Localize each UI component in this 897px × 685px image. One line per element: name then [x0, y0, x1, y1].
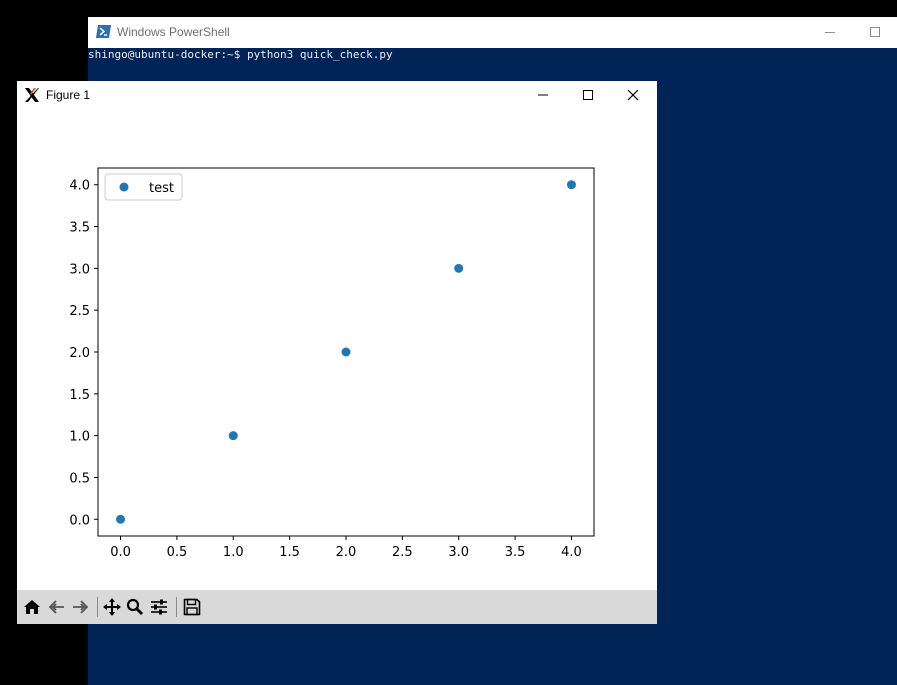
- back-icon: [48, 600, 64, 614]
- powershell-console[interactable]: shingo@ubuntu-docker:~$ python3 quick_ch…: [88, 48, 897, 62]
- x-tick-label: 4.0: [561, 545, 582, 560]
- forward-icon: [73, 600, 89, 614]
- powershell-titlebar[interactable]: Windows PowerShell: [88, 17, 897, 48]
- configure-subplots-icon: [151, 599, 167, 615]
- maximize-icon: [870, 27, 880, 37]
- minimize-button[interactable]: [808, 17, 852, 48]
- data-point: [228, 431, 238, 441]
- x-logo-icon: [24, 87, 40, 106]
- close-button[interactable]: [611, 81, 655, 109]
- data-point: [341, 347, 351, 357]
- data-point: [454, 263, 464, 273]
- forward-button[interactable]: [71, 598, 91, 618]
- powershell-title: Windows PowerShell: [117, 25, 230, 39]
- data-point: [116, 514, 126, 524]
- y-tick-label: 1.0: [69, 430, 90, 445]
- x-tick-label: 3.5: [505, 545, 526, 560]
- y-tick-label: 0.5: [69, 471, 90, 486]
- y-tick-label: 1.5: [69, 388, 90, 403]
- configure-subplots-button[interactable]: [150, 598, 170, 618]
- data-point: [566, 180, 576, 190]
- home-button[interactable]: [23, 598, 43, 618]
- save-icon: [183, 598, 201, 616]
- pan-button[interactable]: [103, 598, 123, 618]
- minimize-button[interactable]: [521, 81, 565, 109]
- x-tick-label: 3.0: [448, 545, 469, 560]
- x-tick-label: 1.5: [279, 545, 300, 560]
- x-tick-label: 2.5: [392, 545, 413, 560]
- figure-title: Figure 1: [46, 88, 91, 102]
- close-icon: [627, 89, 639, 101]
- legend-label: test: [149, 181, 174, 196]
- maximize-icon: [583, 90, 593, 100]
- toolbar-separator: [176, 597, 177, 617]
- x-tick-label: 1.0: [223, 545, 244, 560]
- figure-titlebar[interactable]: Figure 1: [17, 81, 657, 109]
- y-tick-label: 4.0: [69, 179, 90, 194]
- zoom-button[interactable]: [126, 598, 146, 618]
- legend-marker: [119, 182, 129, 192]
- x-tick-label: 2.0: [336, 545, 357, 560]
- y-tick-label: 3.0: [69, 262, 90, 277]
- legend-box: [104, 173, 183, 201]
- figure-window: Figure 1 0.0 0.5 1.0 1.5 2.0 2.5 3.0 3.5 4.0 0.0 0…: [17, 81, 657, 624]
- back-button[interactable]: [48, 598, 68, 618]
- x-tick-label: 0.5: [167, 545, 188, 560]
- x-tick-label: 0.0: [110, 545, 131, 560]
- maximize-button[interactable]: [853, 17, 897, 48]
- home-icon: [24, 600, 40, 614]
- y-tick-label: 2.5: [69, 304, 90, 319]
- y-tick-label: 3.5: [69, 221, 90, 236]
- y-tick-label: 0.0: [69, 513, 90, 528]
- toolbar-separator: [97, 597, 98, 617]
- save-button[interactable]: [183, 598, 203, 618]
- pan-icon: [103, 598, 121, 616]
- maximize-button[interactable]: [566, 81, 610, 109]
- minimize-icon: [825, 32, 835, 33]
- minimize-icon: [538, 94, 548, 96]
- powershell-icon: [96, 25, 111, 38]
- scatter-plot[interactable]: 0.0 0.5 1.0 1.5 2.0 2.5 3.0 3.5 4.0 0.0 0.5 1.0 1.5 2…: [17, 109, 657, 590]
- prompt-line: shingo@ubuntu-docker:~$ python3 quick_ch…: [88, 48, 393, 61]
- zoom-icon: [126, 598, 144, 616]
- navigation-toolbar: [17, 590, 657, 624]
- y-tick-label: 2.0: [69, 346, 90, 361]
